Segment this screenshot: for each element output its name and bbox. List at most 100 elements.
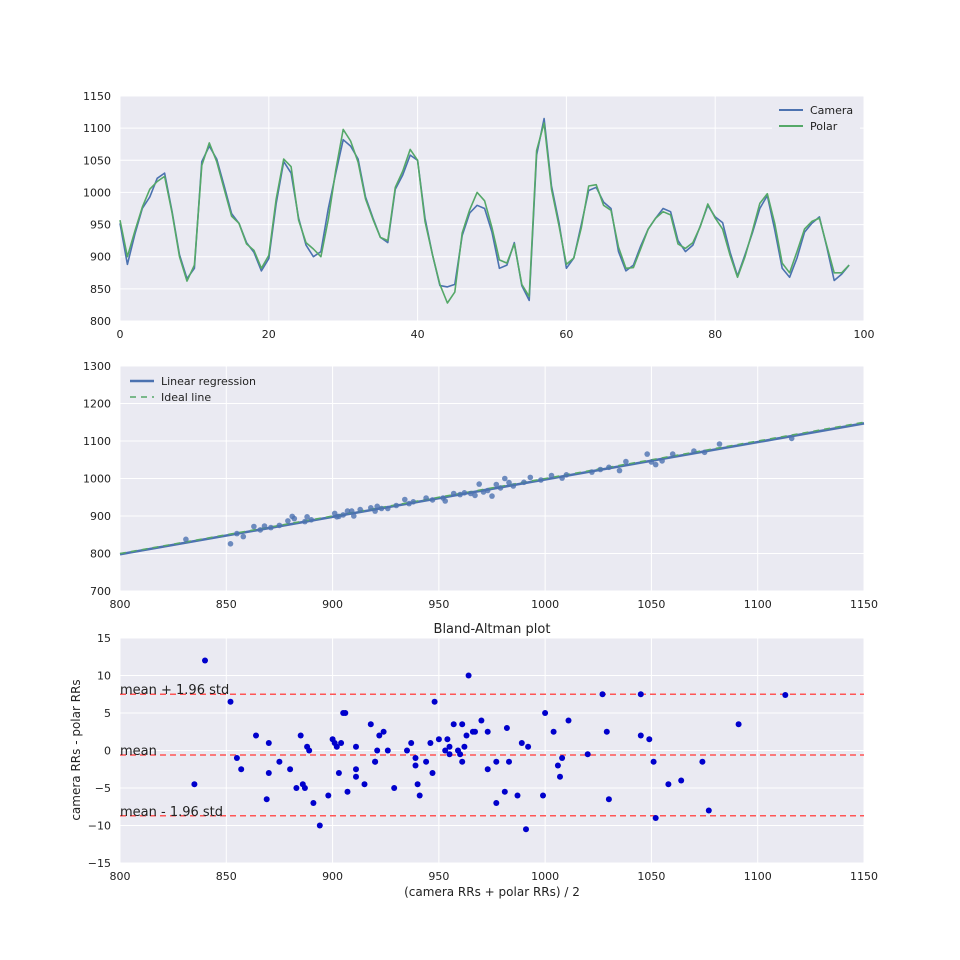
y-tick-label: 850	[90, 283, 111, 296]
data-point	[410, 499, 417, 505]
data-point	[465, 672, 472, 679]
data-point	[699, 758, 706, 765]
data-point	[554, 762, 561, 769]
data-point	[484, 487, 491, 494]
data-point	[521, 479, 527, 486]
x-tick-label: 950	[428, 870, 449, 883]
data-point	[412, 755, 419, 761]
y-tick-label: −15	[88, 857, 111, 870]
x-tick-label: 1050	[637, 870, 665, 883]
line-chart-panel: 0 20 40 60 80 100 800 850 900 950 1000 1050 1100 1150…	[83, 90, 875, 341]
data-point	[353, 773, 359, 780]
data-point	[472, 492, 478, 499]
data-point	[276, 522, 283, 529]
data-point	[705, 807, 712, 814]
tick-labels: 800 850 900 950 1000 1050 1100 1150 −15 −10 −5 0 5 10…	[88, 632, 878, 883]
data-point	[308, 517, 315, 523]
data-point	[514, 792, 521, 799]
legend-label-ideal: Ideal line	[161, 391, 211, 404]
y-tick-label: 1000	[83, 186, 111, 199]
data-point	[367, 721, 374, 728]
x-tick-label: 1100	[744, 870, 772, 883]
data-point	[414, 781, 421, 788]
y-tick-label: −10	[88, 820, 111, 833]
data-point	[348, 508, 355, 514]
annotation-lower-limit: mean - 1.96 std	[120, 805, 223, 820]
x-tick-label: 1050	[637, 598, 665, 611]
gridlines	[119, 637, 865, 864]
legend-label-camera: Camera	[810, 104, 853, 117]
x-tick-label: 80	[708, 328, 722, 341]
x-tick-label: 1150	[850, 598, 878, 611]
data-point	[542, 710, 549, 716]
bland-altman-panel: Bland-Altman plot 800 850 900 950 1000 1050 11…	[69, 622, 878, 899]
data-point	[384, 747, 391, 754]
data-point	[459, 758, 466, 765]
data-point	[691, 448, 697, 454]
data-point	[268, 524, 274, 531]
data-point	[202, 657, 208, 664]
data-point	[652, 461, 659, 468]
data-point	[589, 469, 595, 475]
data-point	[306, 747, 313, 754]
data-point	[461, 490, 468, 496]
y-tick-label: 15	[97, 632, 111, 645]
data-point	[457, 491, 463, 498]
data-point	[665, 781, 672, 788]
x-tick-label: 1000	[531, 870, 559, 883]
data-point	[506, 758, 512, 765]
data-point	[616, 467, 623, 474]
data-point	[342, 710, 349, 716]
x-tick-label: 1000	[531, 598, 559, 611]
data-point	[227, 541, 234, 547]
data-point	[431, 698, 438, 705]
data-point	[501, 788, 508, 795]
x-tick-label: 1150	[850, 870, 878, 883]
data-point	[606, 464, 612, 471]
data-point	[257, 527, 264, 533]
x-tick-label: 850	[216, 598, 237, 611]
data-point	[333, 743, 340, 750]
reference-lines	[120, 693, 864, 817]
data-point	[233, 755, 240, 761]
data-point	[497, 485, 504, 491]
data-point	[603, 728, 610, 735]
x-tick-label: 800	[110, 598, 131, 611]
data-point	[344, 508, 351, 514]
data-point	[450, 721, 457, 728]
data-point	[423, 495, 429, 501]
y-tick-label: 0	[104, 745, 111, 758]
data-point	[559, 475, 565, 481]
data-point	[238, 766, 245, 773]
data-point	[637, 732, 644, 739]
data-point	[335, 770, 342, 776]
data-point	[472, 728, 478, 735]
data-point	[340, 512, 347, 518]
data-point	[423, 758, 430, 765]
y-tick-label: 800	[90, 548, 111, 561]
plot-background	[120, 96, 864, 321]
y-axis-label: camera RRs - polar RRs	[69, 679, 83, 820]
annotation-upper-limit: mean + 1.96 std	[120, 683, 229, 698]
data-point	[605, 796, 612, 803]
data-point	[502, 475, 508, 482]
data-point	[584, 751, 591, 758]
data-point	[444, 736, 451, 743]
data-point	[412, 762, 419, 769]
data-point	[735, 721, 742, 728]
data-point	[287, 766, 294, 773]
data-point	[527, 474, 534, 481]
data-point	[503, 725, 510, 731]
difference-points	[191, 657, 789, 833]
data-point	[263, 796, 270, 803]
data-point	[353, 743, 359, 750]
data-point	[644, 451, 650, 457]
y-tick-label: 1100	[83, 435, 111, 448]
data-point	[669, 451, 676, 457]
data-point	[782, 692, 789, 698]
data-point	[276, 758, 283, 765]
regression-panel: 800 850 900 950 1000 1050 1100 1150700800900100…	[83, 360, 878, 611]
data-point	[406, 500, 412, 507]
y-tick-label: 1200	[83, 398, 111, 411]
